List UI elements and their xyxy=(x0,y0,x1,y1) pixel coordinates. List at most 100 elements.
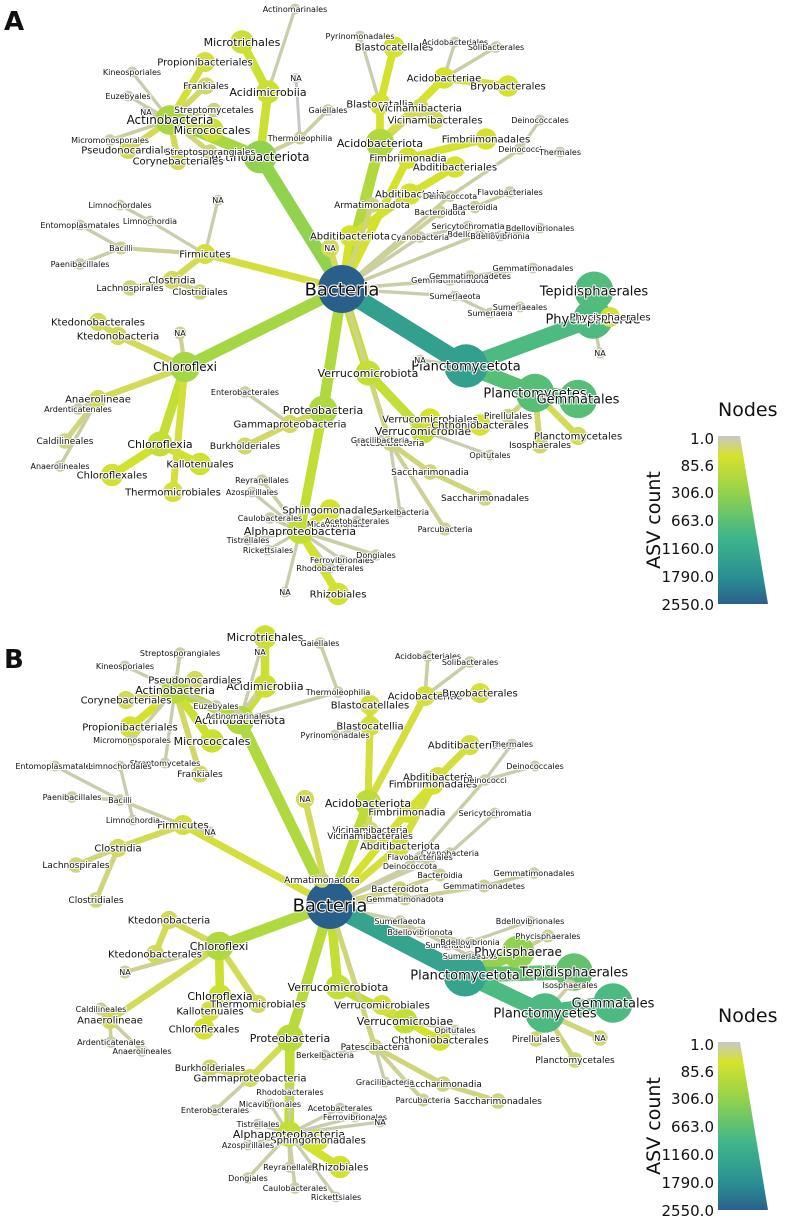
node-label-actino_na: NA xyxy=(254,648,266,657)
node-label-tepidisphaerales: Tepidisphaerales xyxy=(519,966,629,981)
node-label-sphingomonadales: Sphingomonadales xyxy=(270,1136,366,1147)
node-label-abditibacteria: Abditibacteria xyxy=(403,773,473,784)
edge-dongiales xyxy=(298,529,378,557)
node-opitutales xyxy=(449,1024,461,1036)
node-chloroflexia xyxy=(208,984,232,1008)
node-label-caulobacterales: Caulobacterales xyxy=(263,1184,328,1193)
node-label-pseudonocardiales: Pseudonocardiales xyxy=(81,146,174,157)
node-label-entomoplasmatales: Entomoplasmatales xyxy=(15,762,94,771)
edge-bdellovibrionia xyxy=(418,930,472,944)
node-caldilineales xyxy=(57,433,73,449)
edge-gemmatimonadales xyxy=(468,266,535,278)
node-saccharimonadales xyxy=(477,490,493,506)
node-label-acidobacteriae: Acidobacteriae xyxy=(388,692,463,703)
node-label-berkelbacteria: Berkelbacteria xyxy=(371,508,429,517)
node-label-gracilibacteria: Gracilibacteria xyxy=(351,436,409,445)
node-label-acidobacteriae: Acidobacteriae xyxy=(407,74,482,85)
node-label-streptosporangiales: Streptosporangiales xyxy=(165,148,256,158)
node-label-sericytochromatia: Sericytochromatia xyxy=(458,809,531,818)
node-label-verrucomicrobiales: Verrucomicrobiales xyxy=(334,1001,430,1012)
legend-tick-label: 306.0 xyxy=(671,484,714,502)
panel-letter-a: A xyxy=(4,7,24,37)
legend-tick-label: 1160.0 xyxy=(662,1146,715,1164)
node-dongiales xyxy=(242,1172,254,1184)
node-gemmatimonadales xyxy=(527,262,539,274)
node-enterobacterales xyxy=(209,1104,221,1116)
node-label-limnochordales: Limnochordales xyxy=(88,762,151,771)
node-label-corynebacteriales: Corynebacteriales xyxy=(81,696,172,707)
node-label-phycisphaerae: Phycisphaerae xyxy=(545,313,640,328)
node-label-abditibacteriales: Abditibacteriales xyxy=(428,741,512,752)
node-label-micromonosporales: Micromonosporales xyxy=(71,136,149,145)
legend-color-wedge xyxy=(718,436,768,604)
node-label-actinobacteriota: Actinobacteriota xyxy=(211,150,310,164)
node-verrucomicrobiota xyxy=(355,360,381,386)
node-chloroflexales xyxy=(100,463,124,487)
node-label-rhodobacterales: Rhodobacterales xyxy=(256,1088,323,1097)
node-label-deinococcota: Deinococcota xyxy=(383,862,437,871)
edge-patescibacteria xyxy=(327,902,378,1050)
node-parcubacteria xyxy=(438,522,452,536)
node-acidobacteriales xyxy=(449,36,461,48)
node-ferrovibrionales xyxy=(336,554,348,566)
node-label-armatimonadota: Armatimonadota xyxy=(284,876,360,886)
node-label-ferrovibrionales: Ferrovibrionales xyxy=(310,556,374,565)
edge-actinobacteriota xyxy=(234,714,336,911)
node-thermales xyxy=(554,146,566,158)
node-label-bacteria: Bacteria xyxy=(293,895,368,916)
node-actinobacteria xyxy=(155,105,185,135)
node-thermoleophilia xyxy=(293,131,307,145)
node-thermales xyxy=(506,738,518,750)
node-label-sumerlaeia: Sumerlaeia xyxy=(425,941,470,950)
node-chloroflexales xyxy=(193,1018,215,1040)
node-label-gemmatales: Gemmatales xyxy=(537,393,620,408)
node-label-phyc_na: NA xyxy=(594,349,606,358)
node-label-rhizobiales: Rhizobiales xyxy=(312,1163,369,1174)
node-pseudonocardiales xyxy=(185,670,205,690)
legend-title: Nodes xyxy=(718,399,778,421)
node-fimbriimonadia xyxy=(396,801,418,823)
node-berkelbacteria xyxy=(394,506,406,518)
node-label-thermales: Thermales xyxy=(538,148,581,157)
node-ferrovibrionales xyxy=(349,1111,361,1123)
panel-a-labels: Bacteria Actinobacteriota Acidimicrobiia Mi… xyxy=(29,4,651,602)
edge-bdellovibrionales xyxy=(498,226,542,238)
edge-anaerolineae xyxy=(106,942,223,1024)
node-patescibacteria xyxy=(367,1039,383,1055)
panel-b-labels: Bacteria Actinobacteriota Acidimicrobiia Mi… xyxy=(14,630,655,1203)
legend-title: Nodes xyxy=(718,1005,778,1027)
node-label-enterobacterales: Enterobacterales xyxy=(181,1106,249,1115)
node-label-verrucomicrobiales: Verrucomicrobiales xyxy=(382,415,478,426)
node-chloroflexi xyxy=(169,351,201,383)
node-label-burkholderiales: Burkholderiales xyxy=(175,1064,246,1074)
node-label-ktedonobacteria: Ktedonobacteria xyxy=(77,332,160,343)
node-label-patescibacteria: Patescibacteria xyxy=(341,1043,410,1053)
node-label-tepidisphaerales: Tepidisphaerales xyxy=(539,285,649,300)
node-label-chloroflexia: Chloroflexia xyxy=(127,438,192,451)
node-label-sumerlaeales: Sumerlaeales xyxy=(493,303,547,312)
node-label-gemmatimonadota: Gemmatimonadota xyxy=(411,276,489,285)
node-label-gammaproteobacteria: Gammaproteobacteria xyxy=(233,420,346,431)
node-label-dongiales: Dongiales xyxy=(356,551,396,560)
edge-saccharimonadia xyxy=(387,440,433,475)
node-gemmatales xyxy=(593,983,633,1023)
node-enterobacterales xyxy=(239,386,251,398)
node-label-blastocatellia: Blastocatellia xyxy=(346,100,413,111)
node-label-kallotenuales: Kallotenuales xyxy=(166,460,233,471)
node-label-bacteroidota: Bacteroidota xyxy=(371,885,428,895)
legend-tick-label: 1790.0 xyxy=(662,1174,715,1192)
node-deinococci xyxy=(514,143,526,155)
edge-deinococci xyxy=(408,778,487,868)
node-fimbriimonadia xyxy=(397,147,419,169)
node-parcubacteria xyxy=(416,1093,430,1107)
node-streptosporangiales xyxy=(174,647,186,659)
node-label-ardenticatenales: Ardenticatenales xyxy=(44,405,112,414)
node-verrucomicrobiales xyxy=(419,408,441,430)
node-label-planctomycetota: Planctomycetota xyxy=(410,969,519,984)
node-label-acidimicrobiia: Acidimicrobiia xyxy=(229,86,306,99)
node-micrococcales xyxy=(200,729,224,753)
node-label-planctomycetales: Planctomycetales xyxy=(534,432,622,443)
node-label-reyranellales: Reyranellales xyxy=(235,476,289,485)
node-abditibacteria xyxy=(428,767,448,787)
edge-parcubacteria xyxy=(372,1044,426,1103)
